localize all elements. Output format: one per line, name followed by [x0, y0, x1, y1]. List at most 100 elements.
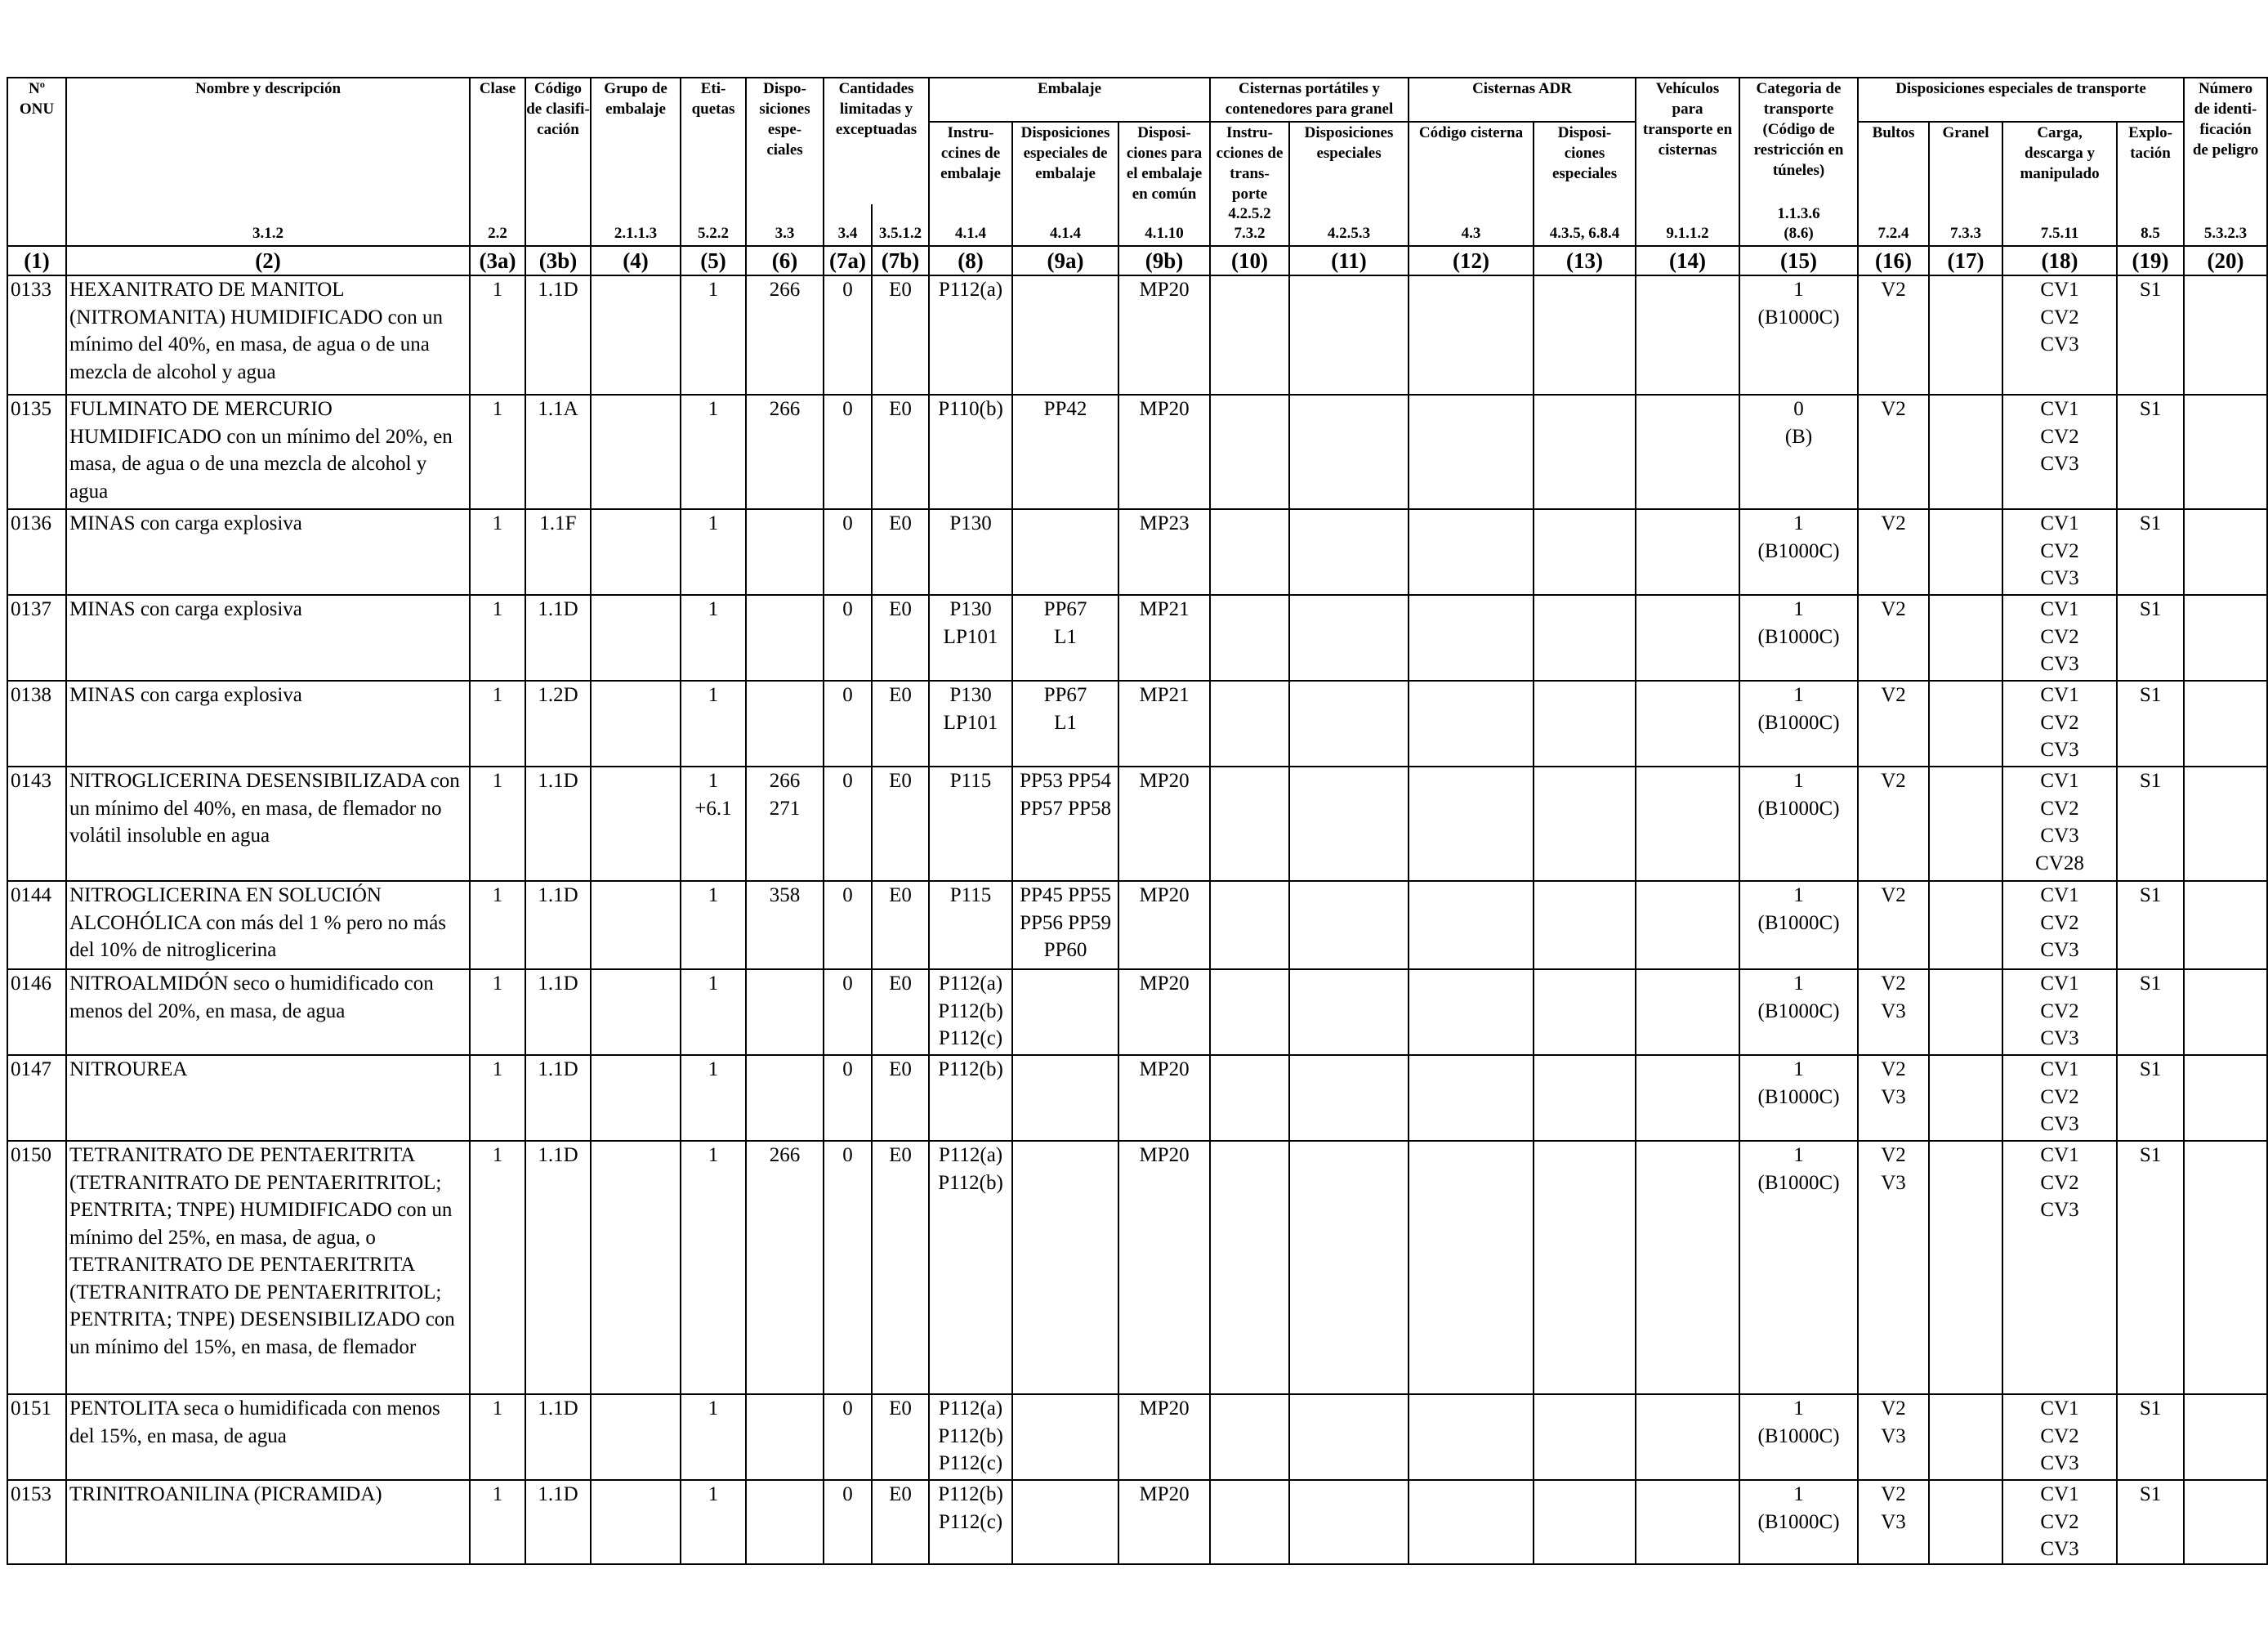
packing-instructions-cell: P112(a) — [928, 275, 1014, 396]
adr-tank-provisions-cell — [1533, 968, 1637, 1056]
loading-handling-cell: CV1 CV2 CV3 — [2002, 594, 2118, 682]
header-special-provisions: Dispo- siciones espe- ciales — [745, 77, 824, 204]
ref-14: 9.1.1.2 — [1635, 204, 1741, 247]
labels-cell: 1 — [680, 394, 747, 510]
header-adr-tank-special-provisions: Disposi- ciones especiales — [1533, 121, 1637, 204]
loading-handling-cell: CV1 CV2 CV3 — [2002, 1479, 2118, 1565]
bulk-cell — [1928, 680, 2004, 767]
portable-tank-instructions-cell — [1209, 968, 1291, 1056]
colnum-18: (18) — [2002, 245, 2118, 276]
special-provisions-cell — [745, 1054, 824, 1142]
hazard-id-cell — [2183, 1140, 2268, 1395]
tank-vehicle-cell — [1635, 880, 1741, 970]
excepted-quantity-cell: E0 — [871, 766, 931, 882]
excepted-quantity-cell: E0 — [871, 508, 931, 596]
colnum-7a: (7a) — [823, 245, 873, 276]
bulk-cell — [1928, 1479, 2004, 1565]
header-limited-excepted-quantities: Cantidades limitadas y exceptuadas — [822, 77, 931, 204]
portable-tank-instructions-cell — [1209, 594, 1291, 682]
column-number-row: (1) (2) (3a) (3b) (4) (5) (6) (7a) (7b) … — [7, 245, 2268, 276]
packages-cell: V2 — [1857, 594, 1931, 682]
header-bulk: Granel — [1928, 121, 2004, 204]
transport-category-cell: 1 (B1000C) — [1739, 1054, 1859, 1142]
mixed-packing-cell: MP20 — [1118, 1054, 1212, 1142]
mixed-packing-cell: MP20 — [1118, 1393, 1212, 1481]
header-classification-code: Código de clasifi- cación — [525, 77, 592, 204]
packages-cell: V2 V3 — [1857, 1140, 1931, 1395]
hazard-id-cell — [2183, 1054, 2268, 1142]
packing-group-cell — [590, 594, 681, 682]
portable-tank-provisions-cell — [1288, 275, 1410, 396]
tank-code-cell — [1408, 1054, 1535, 1142]
operation-cell: S1 — [2116, 275, 2185, 396]
ref-17: 7.3.3 — [1928, 204, 2004, 247]
excepted-quantity-cell: E0 — [871, 1479, 931, 1565]
special-provisions-cell — [745, 594, 824, 682]
header-group-row: Nº ONU Nombre y descripción Clase Código… — [7, 77, 2268, 204]
un-number-cell: 0137 — [7, 594, 67, 682]
special-packing-provisions-cell — [1011, 1140, 1120, 1395]
tank-code-cell — [1408, 275, 1535, 396]
tank-code-cell — [1408, 1140, 1535, 1395]
tank-vehicle-cell — [1635, 275, 1741, 396]
table-row: 0147 NITROUREA 1 1.1D 1 0 E0 P112(b) MP20 1 (B100… — [7, 1054, 2268, 1142]
operation-cell: S1 — [2116, 594, 2185, 682]
un-number-cell: 0136 — [7, 508, 67, 596]
special-provisions-cell — [745, 508, 824, 596]
colnum-1: (1) — [7, 245, 67, 276]
packing-group-cell — [590, 880, 681, 970]
tank-vehicle-cell — [1635, 1479, 1741, 1565]
portable-tank-instructions-cell — [1209, 680, 1291, 767]
portable-tank-instructions-cell — [1209, 508, 1291, 596]
portable-tank-instructions-cell — [1209, 1140, 1291, 1395]
portable-tank-provisions-cell — [1288, 880, 1410, 970]
operation-cell: S1 — [2116, 1479, 2185, 1565]
limited-quantity-cell: 0 — [823, 394, 873, 510]
ref-11: 4.2.5.3 — [1288, 204, 1410, 247]
header-labels: Eti- quetas — [680, 77, 747, 204]
table-row: 0146 NITROALMIDÓN seco o humidificado con… — [7, 968, 2268, 1056]
excepted-quantity-cell: E0 — [871, 880, 931, 970]
special-packing-provisions-cell — [1011, 968, 1120, 1056]
portable-tank-instructions-cell — [1209, 394, 1291, 510]
operation-cell: S1 — [2116, 1140, 2185, 1395]
un-number-cell: 0138 — [7, 680, 67, 767]
class-cell: 1 — [469, 1479, 526, 1565]
hazard-id-cell — [2183, 880, 2268, 970]
special-packing-provisions-cell — [1011, 275, 1120, 396]
adr-tank-provisions-cell — [1533, 880, 1637, 970]
classification-code-cell: 1.1D — [525, 880, 592, 970]
name-description-cell: NITROALMIDÓN seco o humidificado con men… — [65, 968, 471, 1056]
dangerous-goods-table-sheet: Nº ONU Nombre y descripción Clase Código… — [7, 77, 2268, 1565]
colnum-9b: (9b) — [1118, 245, 1212, 276]
loading-handling-cell: CV1 CV2 CV3 — [2002, 508, 2118, 596]
tank-code-cell — [1408, 766, 1535, 882]
table-row: 0144 NITROGLICERINA EN SOLUCIÓN ALCOHÓLIC… — [7, 880, 2268, 970]
excepted-quantity-cell: E0 — [871, 1140, 931, 1395]
limited-quantity-cell: 0 — [823, 880, 873, 970]
header-special-transport-provisions-group: Disposiciones especiales de transporte — [1857, 77, 2185, 123]
packing-instructions-cell: P130 LP101 — [928, 594, 1014, 682]
loading-handling-cell: CV1 CV2 CV3 — [2002, 968, 2118, 1056]
special-provisions-cell — [745, 1479, 824, 1565]
portable-tank-instructions-cell — [1209, 1393, 1291, 1481]
mixed-packing-cell: MP21 — [1118, 680, 1212, 767]
class-cell: 1 — [469, 594, 526, 682]
tank-vehicle-cell — [1635, 766, 1741, 882]
ref-15: 1.1.3.6 (8.6) — [1739, 204, 1859, 247]
class-cell: 1 — [469, 1054, 526, 1142]
packing-instructions-cell: P112(b) — [928, 1054, 1014, 1142]
special-provisions-cell — [745, 968, 824, 1056]
name-description-cell: NITROGLICERINA EN SOLUCIÓN ALCOHÓLICA co… — [65, 880, 471, 970]
special-provisions-cell: 266 — [745, 275, 824, 396]
un-number-cell: 0150 — [7, 1140, 67, 1395]
packing-instructions-cell: P130 — [928, 508, 1014, 596]
name-description-cell: MINAS con carga explosiva — [65, 508, 471, 596]
ref-6: 3.3 — [745, 204, 824, 247]
header-hazard-id-number: Número de identi- ficación de peligro — [2183, 77, 2268, 204]
mixed-packing-cell: MP20 — [1118, 766, 1212, 882]
bulk-cell — [1928, 1140, 2004, 1395]
ref-9b: 4.1.10 — [1118, 204, 1212, 247]
operation-cell: S1 — [2116, 680, 2185, 767]
header-packing-instructions: Instru- ccines de embalaje — [928, 121, 1014, 204]
